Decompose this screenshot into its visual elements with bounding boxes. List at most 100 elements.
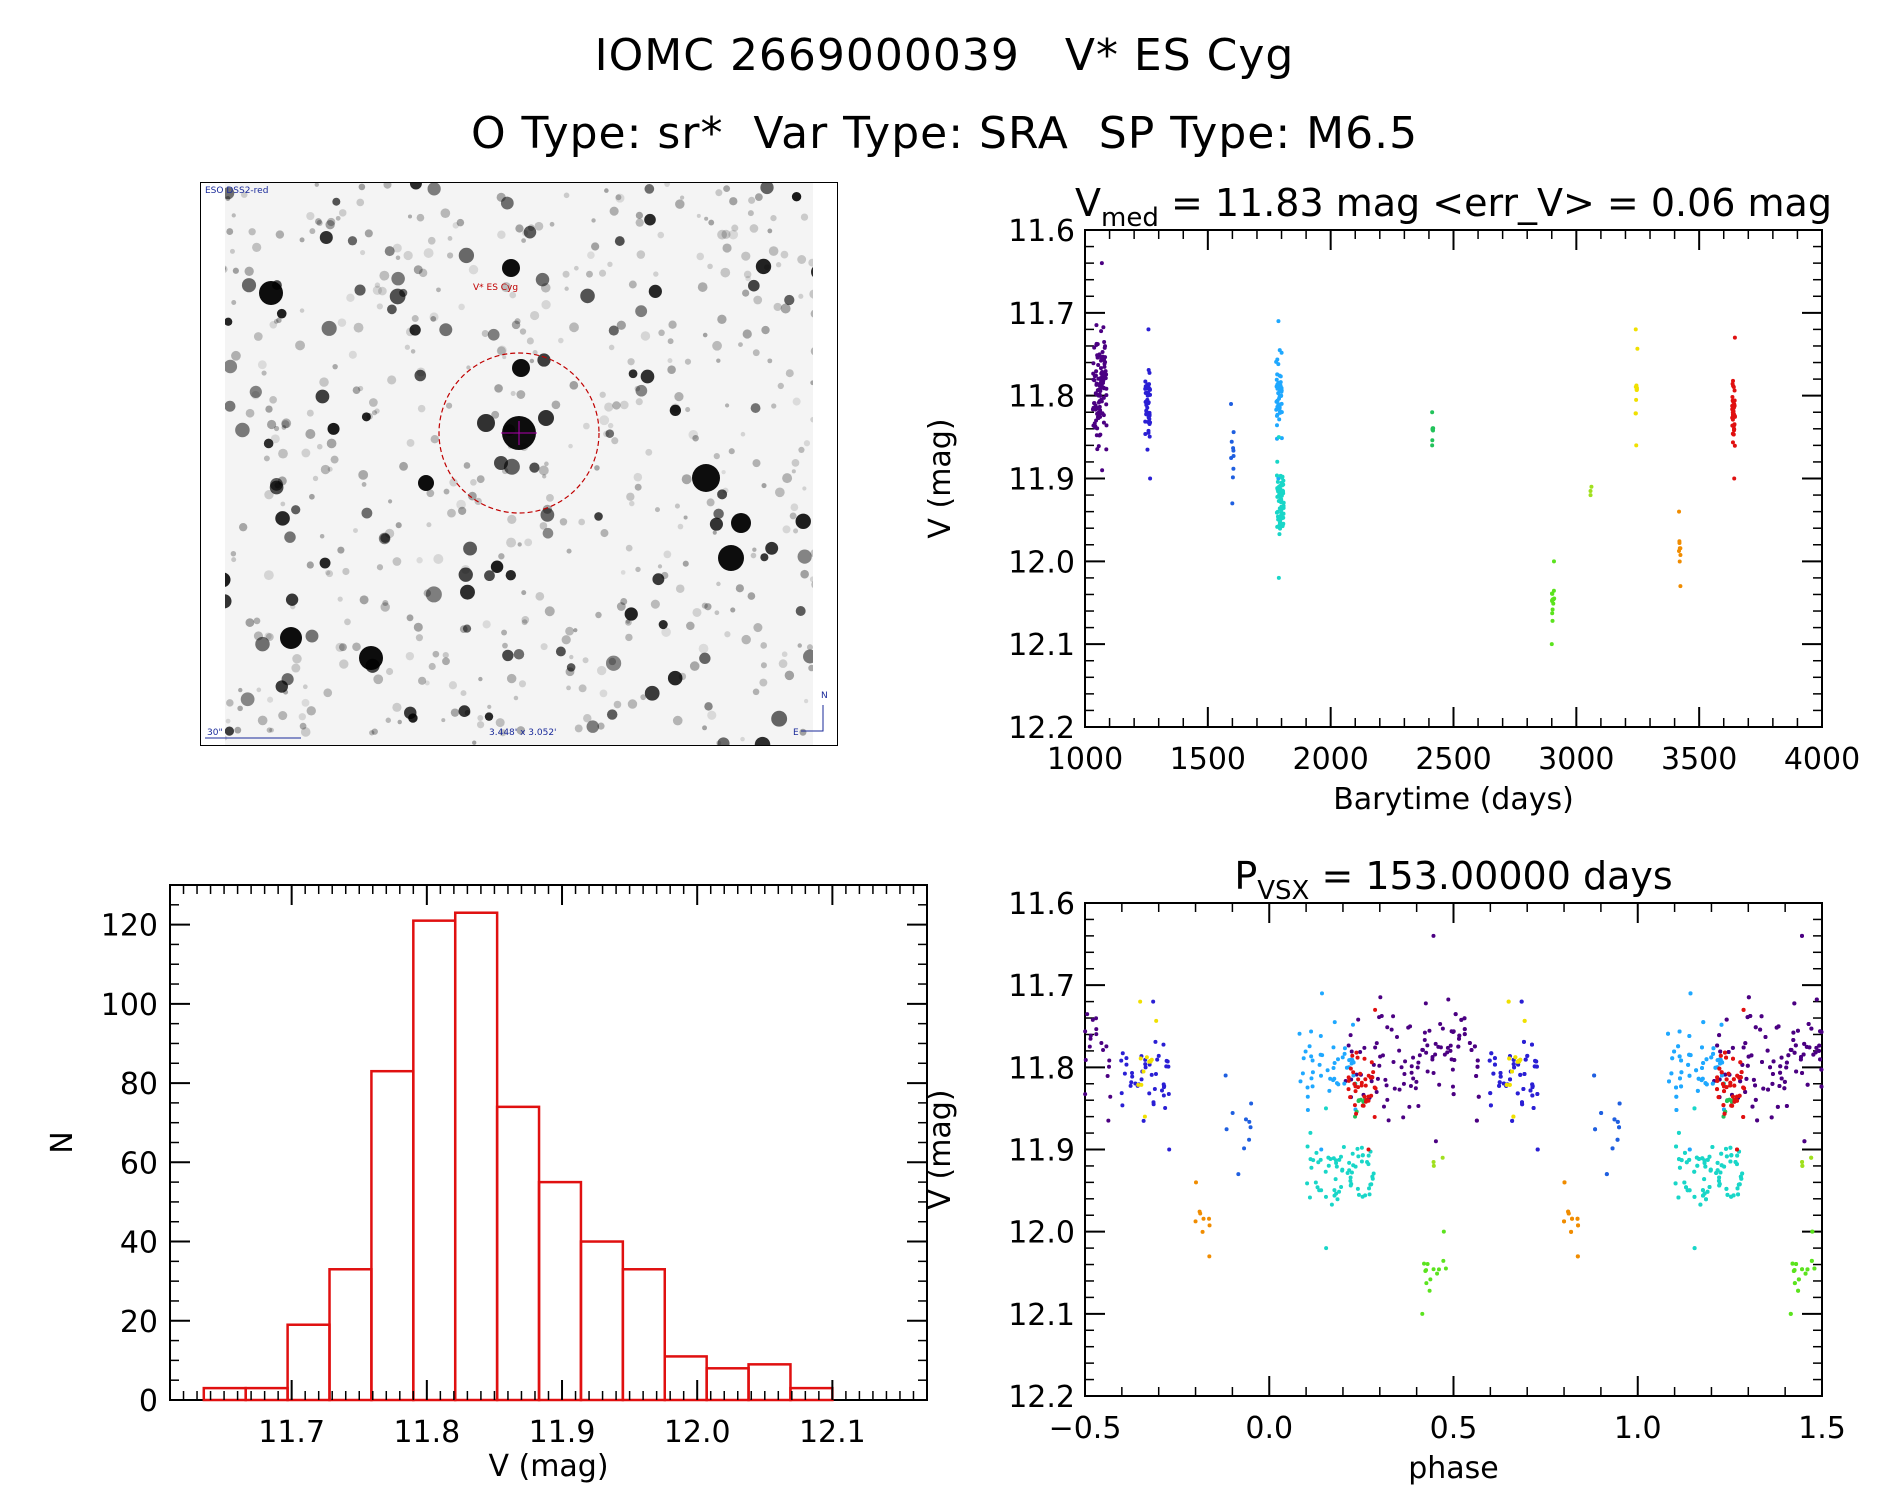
phased-point-season4b — [1317, 1188, 1322, 1193]
data-point-season4b — [1278, 526, 1283, 531]
background-star — [276, 317, 282, 324]
phased-point-season2 — [1511, 1062, 1516, 1067]
background-star — [374, 282, 381, 288]
phased-point-season10 — [1355, 1055, 1360, 1060]
phased-point-season4b — [1309, 1165, 1314, 1170]
histogram-bar — [537, 1180, 583, 1402]
phased-point-season1 — [1411, 1055, 1416, 1060]
field-star — [608, 325, 619, 336]
histogram-bar — [621, 1268, 667, 1402]
background-star — [565, 626, 574, 636]
background-star — [482, 620, 491, 629]
phased-point-season1 — [1422, 1037, 1427, 1042]
background-star — [620, 598, 628, 605]
data-point-season4a — [1274, 377, 1279, 382]
phased-point-season4a — [1342, 1046, 1347, 1051]
phased-point-season1 — [1446, 997, 1451, 1002]
phased-point-season4b — [1718, 1170, 1723, 1175]
phased-point-season2 — [1124, 1062, 1129, 1067]
background-star — [306, 409, 314, 417]
phased-point-season4a — [1309, 1054, 1314, 1059]
background-star — [599, 391, 606, 398]
y-tick-label: 11.7 — [1008, 297, 1075, 332]
background-star — [323, 688, 333, 698]
phased-point-season1 — [1449, 1057, 1454, 1062]
phased-point-season1 — [1401, 1081, 1406, 1086]
field-star — [760, 553, 769, 562]
phased-point-season4b — [1314, 1150, 1319, 1155]
background-star — [672, 715, 683, 726]
phased-point-season4b — [1323, 1106, 1328, 1111]
background-star — [653, 271, 659, 277]
background-star — [428, 662, 436, 671]
background-star — [767, 228, 773, 234]
background-star — [802, 486, 807, 491]
background-star — [728, 229, 739, 240]
data-point-season1 — [1102, 345, 1107, 350]
phased-point-season1 — [1107, 1058, 1112, 1063]
phased-point-season6 — [1809, 1258, 1814, 1263]
background-star — [790, 503, 799, 512]
field-star — [635, 384, 648, 397]
background-star — [320, 464, 331, 475]
phased-point-season2 — [1122, 1071, 1127, 1076]
background-star — [723, 185, 731, 193]
phased-point-season4b — [1347, 1168, 1352, 1173]
phased-point-season1 — [1090, 1017, 1095, 1022]
phased-point-season8 — [1138, 999, 1143, 1004]
phased-point-season1 — [1409, 1064, 1414, 1069]
background-star — [292, 654, 302, 664]
plot-frame — [169, 884, 928, 1401]
phased-point-season3 — [1224, 1127, 1229, 1132]
data-point-season10 — [1730, 378, 1735, 383]
phased-point-season6 — [1788, 1311, 1793, 1316]
phased-point-season1 — [1715, 1043, 1720, 1048]
background-star — [371, 728, 378, 735]
phased-point-season1 — [1104, 1044, 1109, 1049]
background-star — [628, 280, 637, 289]
phased-point-season1 — [1753, 1025, 1758, 1030]
data-point-season4a — [1277, 348, 1282, 353]
phased-point-season2 — [1488, 1103, 1493, 1108]
background-star — [616, 602, 626, 611]
image-left-border — [201, 183, 225, 745]
phased-point-season1 — [1807, 1045, 1812, 1050]
data-point-season9 — [1678, 584, 1683, 589]
background-star — [476, 721, 485, 729]
background-star — [281, 425, 287, 430]
phased-point-season1 — [1743, 1090, 1748, 1095]
field-star — [795, 513, 811, 530]
background-star — [778, 659, 788, 669]
phased-point-season1 — [1792, 1050, 1797, 1055]
background-star — [372, 285, 383, 295]
phased-point-season4b — [1698, 1202, 1703, 1207]
y-tick-label: 40 — [120, 1226, 158, 1261]
phased-point-season4a — [1336, 1082, 1341, 1087]
background-star — [784, 670, 795, 681]
field-star — [484, 570, 495, 582]
field-star — [315, 389, 330, 404]
east-label: E — [793, 728, 799, 738]
data-point-season4b — [1281, 478, 1286, 483]
phased-point-season4b — [1687, 1157, 1692, 1162]
background-star — [447, 508, 456, 518]
phased-point-season6 — [1441, 1229, 1446, 1234]
phased-point-season1 — [1378, 995, 1383, 1000]
phased-point-season1 — [1779, 1076, 1784, 1081]
background-star — [416, 213, 425, 222]
phased-point-season1 — [1802, 1139, 1807, 1144]
phased-point-season4a — [1298, 1079, 1303, 1084]
data-point-season4b — [1276, 435, 1281, 440]
phased-point-season4a — [1310, 1058, 1315, 1063]
field-star — [713, 508, 724, 520]
data-point-season1 — [1097, 433, 1102, 438]
phased-point-season3 — [1592, 1073, 1597, 1078]
phased-point-season10 — [1372, 1085, 1377, 1090]
phased-point-season1 — [1779, 1055, 1784, 1060]
phased-point-season8 — [1144, 1055, 1149, 1060]
background-star — [257, 360, 267, 370]
background-star — [792, 397, 801, 406]
phased-point-season2 — [1124, 1056, 1129, 1061]
background-star — [452, 222, 460, 229]
x-tick-label: 11.8 — [393, 1415, 460, 1450]
